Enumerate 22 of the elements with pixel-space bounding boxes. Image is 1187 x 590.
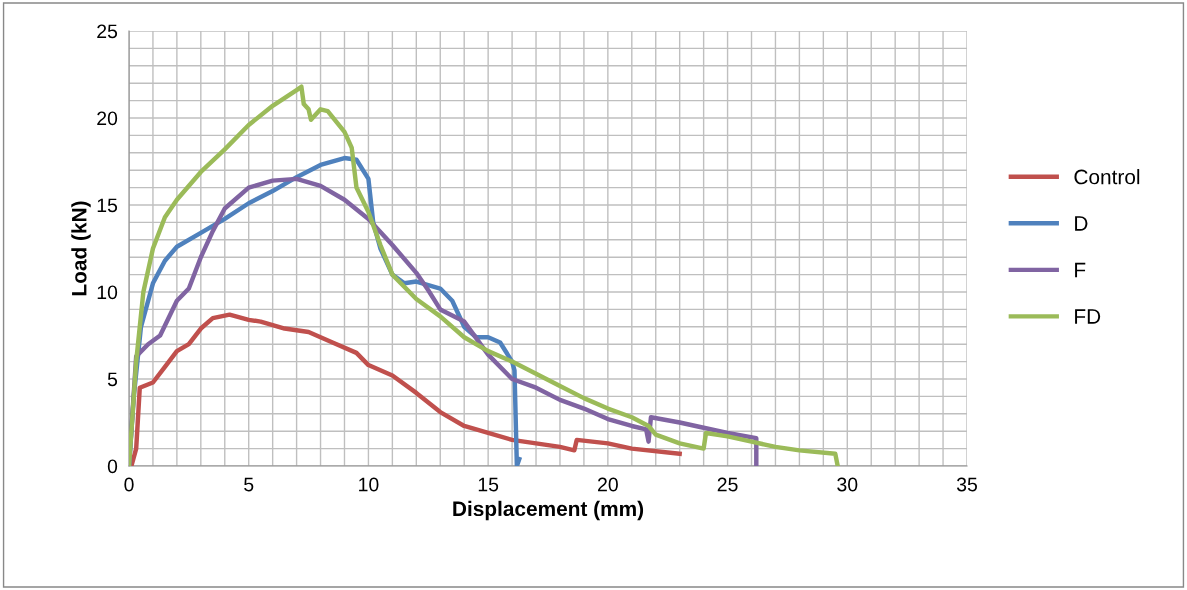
- legend-label: F: [1075, 262, 1086, 278]
- line-series: [129, 84, 840, 466]
- legend-label: D: [1075, 216, 1088, 231]
- x-tick-label: 20: [598, 477, 618, 492]
- y-tick-label: 20: [97, 111, 118, 126]
- line-series: [129, 312, 682, 466]
- y-tick-label: 5: [107, 372, 118, 387]
- x-tick-label: 30: [837, 477, 858, 492]
- x-tick-label: 10: [359, 477, 379, 492]
- x-tick-label: 15: [478, 477, 499, 492]
- x-tick-label: 25: [717, 477, 738, 492]
- x-axis-title: Displacement (mm): [453, 500, 644, 521]
- x-tick-label: 0: [124, 477, 134, 492]
- x-tick-label: 35: [956, 477, 977, 492]
- x-tick-label: 5: [244, 477, 254, 492]
- y-tick-label: 0: [107, 459, 118, 474]
- y-tick-label: 25: [97, 24, 118, 39]
- legend-label: FD: [1075, 309, 1101, 324]
- y-tick-label: 15: [97, 198, 118, 213]
- y-tick-label: 10: [97, 285, 118, 300]
- legend-label: Control: [1074, 169, 1140, 185]
- y-axis-title: Load (kN): [71, 201, 91, 296]
